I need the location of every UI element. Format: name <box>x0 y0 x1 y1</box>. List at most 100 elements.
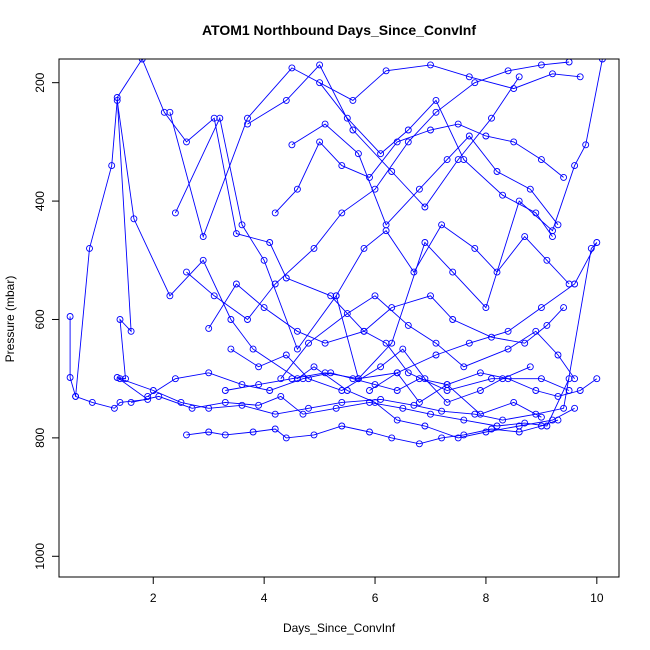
data-point <box>116 375 124 383</box>
data-point <box>432 96 440 104</box>
data-point <box>138 59 146 63</box>
data-point <box>388 168 396 175</box>
data-point <box>532 209 540 217</box>
data-point <box>266 387 274 394</box>
data-point <box>488 375 495 383</box>
data-point <box>482 304 490 312</box>
series-line-8 <box>174 59 603 380</box>
data-point <box>188 404 196 412</box>
data-point <box>576 387 584 394</box>
data-point <box>166 108 174 116</box>
y-axis: 200 400 600 800 1000 <box>33 72 59 570</box>
series-line-10 <box>208 283 564 344</box>
data-point <box>72 392 80 400</box>
data-point <box>499 416 507 424</box>
data-point <box>576 73 584 81</box>
data-point <box>249 345 257 353</box>
data-point <box>560 304 568 312</box>
data-point <box>199 233 207 241</box>
data-point <box>443 156 451 164</box>
data-point <box>113 96 121 104</box>
data-point <box>421 375 429 383</box>
data-point <box>232 230 240 238</box>
data-point <box>593 375 601 383</box>
data-point <box>338 387 346 394</box>
data-point <box>66 313 74 320</box>
data-point <box>238 381 246 389</box>
data-point <box>332 404 340 412</box>
data-point <box>316 61 324 69</box>
data-point <box>537 375 545 383</box>
data-point <box>438 434 446 442</box>
data-point <box>427 410 434 418</box>
data-point <box>543 422 551 430</box>
data-point <box>404 321 412 329</box>
data-point <box>421 422 429 430</box>
data-point <box>310 244 318 252</box>
data-point <box>427 61 434 69</box>
y-tick-label: 200 <box>33 72 47 92</box>
data-point <box>171 375 179 383</box>
data-point <box>571 404 579 412</box>
x-tick-label: 8 <box>483 591 490 605</box>
data-point <box>454 120 462 128</box>
chart-title: ATOM1 Northbound Days_Since_ConvInf <box>202 22 476 38</box>
data-point <box>122 375 129 383</box>
data-point <box>537 156 545 164</box>
data-point <box>183 431 190 439</box>
data-point <box>427 126 434 134</box>
data-point <box>499 375 507 383</box>
data-point <box>571 280 579 288</box>
data-point <box>266 239 274 246</box>
data-point <box>587 244 595 252</box>
data-point <box>537 61 545 69</box>
data-point <box>521 233 529 241</box>
data-point <box>288 375 296 383</box>
data-point <box>205 324 213 332</box>
x-axis: 2 4 6 8 10 <box>150 577 604 605</box>
data-point <box>232 280 240 288</box>
data-point <box>238 221 246 229</box>
data-point <box>382 227 390 235</box>
data-point <box>108 162 116 170</box>
y-tick-label: 1000 <box>33 543 47 570</box>
data-point <box>537 304 545 312</box>
data-point <box>565 375 573 383</box>
data-point <box>183 138 190 146</box>
data-point <box>454 156 462 164</box>
data-point <box>404 126 412 134</box>
data-point <box>343 114 351 122</box>
data-point <box>343 310 351 318</box>
data-point <box>554 221 562 229</box>
data-point <box>482 428 490 436</box>
data-point <box>471 244 479 252</box>
data-point <box>377 150 385 158</box>
data-point <box>493 268 501 276</box>
data-point <box>421 239 429 246</box>
data-point <box>349 126 357 134</box>
data-point <box>388 339 396 347</box>
y-axis-label: Pressure (mbar) <box>3 276 17 363</box>
data-point <box>321 339 329 347</box>
x-tick-label: 6 <box>372 591 379 605</box>
data-point <box>271 425 279 433</box>
x-tick-label: 10 <box>590 591 604 605</box>
data-point <box>537 413 545 421</box>
data-point <box>432 108 440 116</box>
data-point <box>471 79 479 87</box>
data-point <box>482 132 490 140</box>
data-point <box>216 114 224 122</box>
data-point <box>460 431 468 439</box>
data-point <box>465 73 473 81</box>
data-point <box>277 392 285 400</box>
data-point <box>277 375 285 383</box>
data-point <box>488 114 495 122</box>
data-point <box>549 233 556 241</box>
data-point <box>86 244 93 252</box>
series-line-17 <box>247 64 520 208</box>
data-point <box>305 375 312 383</box>
data-point <box>410 268 418 276</box>
data-point <box>338 422 346 430</box>
data-point <box>476 387 484 394</box>
data-point <box>199 256 207 264</box>
